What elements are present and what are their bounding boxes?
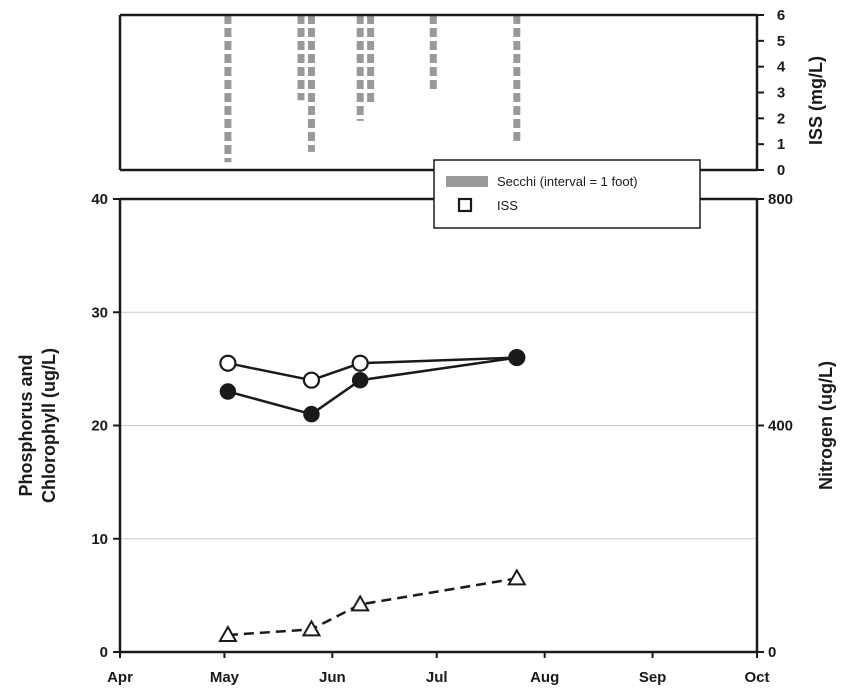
top-panel-frame [120,15,757,170]
month-axis-ticks: Apr May Jun Jul Aug Sep Oct [107,652,769,686]
legend-iss-square-icon [459,199,471,211]
left-tick-label-10: 10 [91,531,108,548]
left-axis-ticks: 0 10 20 30 40 [91,191,120,661]
iss-tick-label-5: 5 [777,33,785,50]
open-circle-series-point-1 [220,356,235,371]
iss-tick-label-2: 2 [777,110,785,127]
iss-axis-ticks: 0 1 2 3 4 5 6 [757,7,786,179]
legend-secchi-label: Secchi (interval = 1 foot) [497,174,638,189]
right-axis-ticks: 0 400 800 [757,191,793,661]
right-tick-label-800: 800 [768,191,793,208]
iss-tick-label-1: 1 [777,136,785,153]
x-tick-label-jun: Jun [319,669,346,686]
open-circle-series-line [228,358,517,381]
gridlines [120,312,757,539]
open-circle-series-point-3 [353,356,368,371]
iss-tick-label-3: 3 [777,85,785,102]
left-tick-label-40: 40 [91,191,108,208]
left-axis-label: Phosphorus and Chlorophyll (ug/L) [16,348,59,503]
open-triangle-series-point-4 [509,570,525,584]
filled-circle-series-point-4 [509,350,524,365]
x-tick-label-apr: Apr [107,669,133,686]
legend-box [434,160,700,228]
data-series [220,350,525,641]
iss-tick-label-0: 0 [777,162,785,179]
right-tick-label-400: 400 [768,418,793,435]
filled-circle-series-point-2 [304,407,319,422]
right-tick-label-0: 0 [768,644,776,661]
left-tick-label-20: 20 [91,418,108,435]
filled-circle-series-point-3 [353,373,368,388]
x-tick-label-oct: Oct [744,669,769,686]
left-tick-label-30: 30 [91,304,108,321]
iss-tick-label-6: 6 [777,7,785,24]
left-axis-label-line-1: Phosphorus and [16,354,36,496]
open-triangle-series-line [228,578,517,635]
iss-axis-label: ISS (mg/L) [806,56,826,145]
legend: Secchi (interval = 1 foot) ISS [434,160,700,228]
right-axis-label: Nitrogen (ug/L) [816,361,836,490]
x-tick-label-sep: Sep [639,669,667,686]
filled-circle-series-line [228,358,517,415]
secchi-iss-panel: 0 1 2 3 4 5 6 ISS (mg/L) [120,7,826,179]
open-triangle-series-point-2 [303,621,319,635]
filled-circle-series-point-1 [220,384,235,399]
legend-iss-label: ISS [497,198,518,213]
iss-tick-label-4: 4 [777,59,786,76]
x-tick-label-may: May [210,669,240,686]
x-tick-label-jul: Jul [426,669,448,686]
open-circle-series-point-2 [304,373,319,388]
left-axis-label-line-2: Chlorophyll (ug/L) [39,348,59,503]
legend-secchi-swatch [446,176,488,187]
secchi-bars [228,15,517,162]
x-tick-label-aug: Aug [530,669,559,686]
left-tick-label-0: 0 [100,644,108,661]
